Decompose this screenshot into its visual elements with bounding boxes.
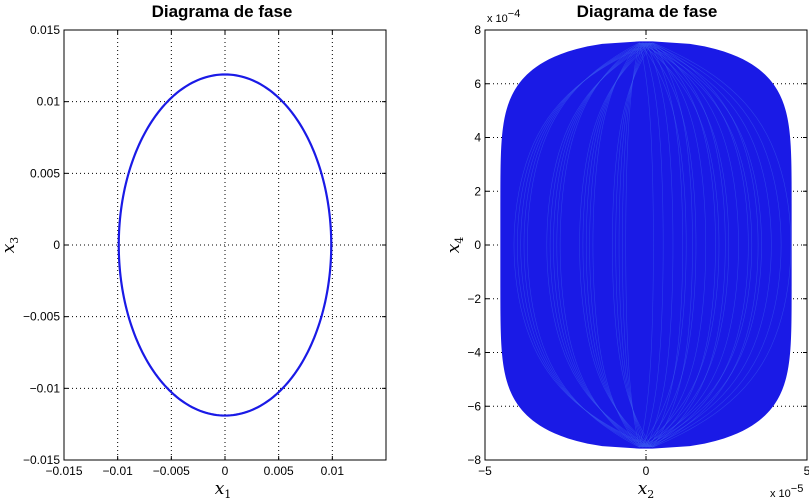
right-y-exponent: x 10−4: [487, 8, 520, 25]
right-phase-trajectory-strand: [625, 42, 654, 448]
left-y-tick-label: −0.015: [23, 453, 60, 467]
left-x-tick-label: 0.005: [264, 464, 294, 478]
right-phase-trajectory-strand: [513, 42, 792, 448]
left-x-tick-labels: −0.015 −0.01 −0.005 0 0.005 0.01: [45, 464, 344, 478]
right-x-tick-label: −5: [478, 464, 492, 478]
right-phase-trajectory-strand: [553, 42, 739, 448]
left-x-tick-label: 0.01: [321, 464, 345, 478]
right-phase-trajectory-strand: [517, 42, 782, 448]
left-tick-marks: [63, 29, 386, 461]
left-y-tick-label: 0.015: [30, 23, 60, 37]
right-x-tick-label: 5: [804, 464, 809, 478]
right-phase-trajectory-strand: [592, 42, 687, 448]
right-plot-area: [500, 41, 792, 449]
right-phase-trajectory-strand: [618, 42, 674, 448]
right-y-tick-label: 4: [474, 131, 481, 145]
right-y-tick-label: −8: [467, 453, 481, 467]
right-y-tick-label: 0: [474, 238, 481, 252]
right-x-axis-label: x2: [638, 479, 655, 501]
right-phase-trajectory-strand: [589, 42, 697, 448]
right-y-tick-label: −6: [467, 399, 481, 413]
right-subplot: Diagrama de fase −5 0 5 −8 −6 −4 −2 0 2 4 6 8 x 10…: [444, 2, 809, 501]
left-plot-area: [117, 73, 333, 417]
right-y-tick-label: 8: [474, 23, 481, 37]
right-phase-trajectory-strand: [579, 42, 726, 448]
right-phase-trajectory-strand: [527, 42, 753, 448]
left-x-tick-label: −0.01: [102, 464, 133, 478]
right-phase-trajectory-strand: [523, 42, 762, 448]
right-x-tick-label: 0: [643, 464, 650, 478]
right-y-tick-labels: −8 −6 −4 −2 0 2 4 6 8: [467, 23, 481, 467]
right-phase-trajectory-strand: [556, 42, 730, 448]
right-y-tick-label: 6: [474, 77, 481, 91]
left-y-axis-label: x3: [0, 237, 21, 254]
left-x-tick-label: −0.005: [153, 464, 190, 478]
right-y-tick-label: 2: [474, 184, 481, 198]
right-y-tick-label: −4: [467, 346, 481, 360]
right-y-axis-label: x4: [444, 237, 466, 254]
right-tick-marks: [484, 29, 808, 461]
right-phase-trajectory-strand: [622, 42, 664, 448]
right-phase-trajectory-strand: [585, 42, 707, 448]
right-phase-trajectory-band: [500, 41, 792, 449]
left-y-tick-label: −0.01: [30, 381, 61, 395]
right-x-exponent: x 10−5: [770, 483, 803, 500]
right-phase-trajectory-strand: [546, 42, 759, 448]
left-y-tick-label: 0: [53, 238, 60, 252]
right-phase-trajectory-strand: [582, 42, 716, 448]
left-phase-trajectory: [117, 73, 333, 417]
right-phase-trajectory-strand: [559, 42, 720, 448]
left-subplot: Diagrama de fase −0.015 −0.01 −0.005 0 0.005…: [0, 2, 387, 501]
left-x-tick-label: 0: [222, 464, 229, 478]
left-y-tick-label: −0.005: [23, 310, 60, 324]
right-phase-trajectory-strand: [549, 42, 749, 448]
left-y-tick-label: 0.005: [30, 166, 60, 180]
right-y-tick-label: −2: [467, 292, 481, 306]
left-y-tick-label: 0.01: [37, 95, 61, 109]
left-gridlines: [64, 30, 386, 460]
right-x-tick-labels: −5 0 5: [478, 464, 809, 478]
right-chart-title: Diagrama de fase: [577, 2, 718, 21]
left-x-tick-label: −0.015: [45, 464, 82, 478]
right-phase-trajectory-strand: [520, 42, 772, 448]
left-y-tick-labels: −0.015 −0.01 −0.005 0 0.005 0.01 0.015: [23, 23, 60, 467]
right-phase-trajectory-strand: [615, 42, 684, 448]
right-phase-trajectory-strand: [612, 42, 693, 448]
left-chart-title: Diagrama de fase: [152, 2, 293, 21]
left-x-axis-label: x1: [215, 479, 232, 501]
